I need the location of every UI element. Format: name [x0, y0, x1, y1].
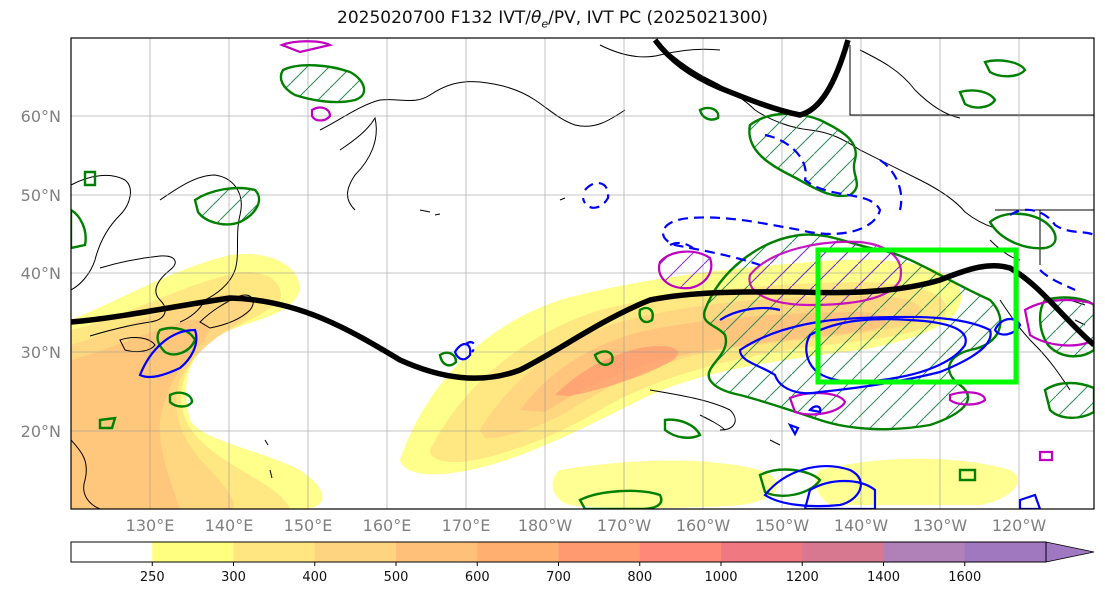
lon-label: 130°E — [126, 516, 175, 535]
colorbar-cell — [964, 542, 1047, 562]
lon-label: 160°W — [676, 516, 731, 535]
colorbar-tick-label: 1000 — [704, 570, 737, 585]
colorbar-tick-label: 1600 — [948, 570, 981, 585]
colorbar-tick-label: 500 — [384, 570, 409, 585]
colorbar-cell — [152, 542, 234, 562]
colorbar-tick-label: 700 — [546, 570, 571, 585]
lon-label: 170°W — [597, 516, 652, 535]
longitude-labels: 130°E 140°E 150°E 160°E 170°E 180°W 170°… — [126, 516, 1047, 535]
colorbar-cell — [233, 542, 316, 562]
map-title: 2025020700 F132 IVT/θe/PV, IVT PC (20250… — [337, 8, 768, 31]
lat-label: 60°N — [21, 107, 61, 126]
colorbar-cell — [477, 542, 559, 562]
pv-contours — [138, 306, 1042, 509]
colorbar-cell — [802, 542, 884, 562]
colorbar-cell — [721, 542, 803, 562]
colorbar-tick-label: 400 — [302, 570, 327, 585]
lat-label: 20°N — [21, 422, 61, 441]
colorbar-tick-label: 600 — [465, 570, 490, 585]
colorbar-tick-label: 1200 — [786, 570, 819, 585]
colorbar-cell — [883, 542, 966, 562]
pv-dashed-contours — [464, 133, 1094, 353]
colorbar: 250 300 400 500 600 700 800 1000 1200 1400 1600 — [70, 541, 1095, 585]
colorbar-cells — [71, 542, 1047, 562]
lat-label: 50°N — [21, 186, 61, 205]
colorbar-tick-label: 1400 — [867, 570, 900, 585]
lon-label: 150°E — [284, 516, 333, 535]
lon-label: 120°W — [992, 516, 1047, 535]
ivt-pc-line — [71, 38, 1094, 381]
lon-label: 150°W — [755, 516, 810, 535]
colorbar-cell — [558, 542, 641, 562]
colorbar-cell — [314, 542, 397, 562]
lon-label: 140°W — [834, 516, 889, 535]
lon-label: 170°E — [442, 516, 491, 535]
lon-label: 160°E — [363, 516, 412, 535]
lon-label: 140°E — [205, 516, 254, 535]
latitude-labels: 60°N 50°N 40°N 30°N 20°N — [21, 107, 61, 441]
colorbar-cell — [71, 542, 153, 562]
colorbar-extend-arrow — [1045, 541, 1095, 563]
lat-label: 30°N — [21, 343, 61, 362]
colorbar-tick-label: 250 — [140, 570, 165, 585]
colorbar-cell — [639, 542, 722, 562]
colorbar-tick-label: 800 — [627, 570, 652, 585]
lon-label: 130°W — [913, 516, 968, 535]
map-plot-area — [71, 38, 1094, 509]
colorbar-cell — [396, 542, 478, 562]
lat-label: 40°N — [21, 264, 61, 283]
target-region-box — [815, 247, 1019, 385]
colorbar-tick-label: 300 — [221, 570, 246, 585]
lon-label: 180°W — [518, 516, 573, 535]
map-frame — [70, 37, 1095, 510]
colorbar-tick-labels: 250 300 400 500 600 700 800 1000 1200 1400 1600 — [140, 562, 981, 585]
graticule — [71, 38, 1094, 509]
